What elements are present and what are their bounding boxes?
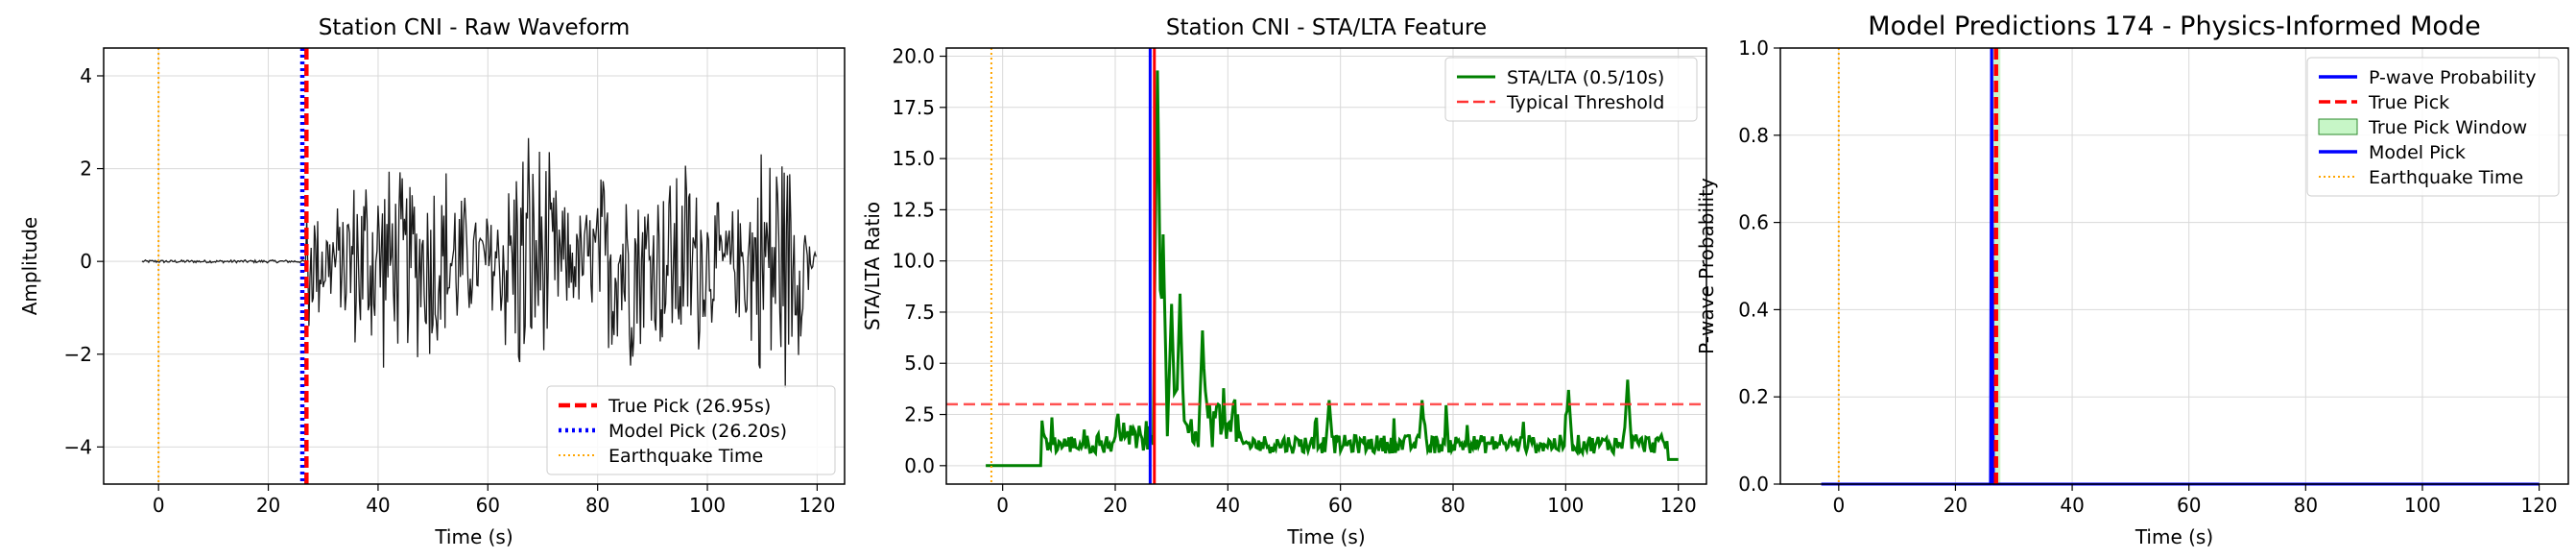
legend-label: True Pick: [2368, 92, 2449, 113]
legend-swatch: [2318, 118, 2358, 135]
y-tick-label: 12.5: [892, 198, 935, 221]
y-tick-label: 0: [80, 250, 92, 273]
x-tick-label: 100: [1547, 494, 1584, 517]
axes-frame: [1779, 47, 2569, 485]
legend-label: Model Pick: [2369, 142, 2466, 163]
axes-frame: [945, 47, 1707, 485]
legend-label: P-wave Probability: [2369, 67, 2537, 88]
y-tick-label: 10.0: [892, 250, 935, 273]
legend: True Pick (26.95s) Model Pick (26.20s) Ear…: [546, 385, 836, 475]
chart-title: Station CNI - STA/LTA Feature: [1166, 15, 1487, 40]
y-tick-label: 2.5: [904, 403, 935, 426]
x-tick-label: 20: [1944, 494, 1968, 517]
y-tick-label: 7.5: [904, 301, 935, 324]
legend: P-wave Probability True Pick True Pick Win…: [2306, 57, 2560, 197]
legend-label: Earthquake Time: [2369, 167, 2523, 188]
legend-label: STA/LTA (0.5/10s): [1507, 67, 1664, 88]
y-tick-label: 0.4: [1738, 298, 1769, 321]
x-tick-label: 100: [2404, 494, 2441, 517]
x-tick-label: 60: [1328, 494, 1352, 517]
legend-frame: [1444, 57, 1698, 122]
y-tick-label: 15.0: [892, 147, 935, 170]
legend-label: True Pick (26.95s): [608, 396, 771, 417]
x-tick-label: 80: [2294, 494, 2318, 517]
y-axis-label: P-wave Probability: [1695, 178, 1718, 354]
x-tick-label: 120: [2520, 494, 2557, 517]
x-axis-label: Time (s): [2135, 525, 2213, 548]
x-tick-label: 60: [2177, 494, 2201, 517]
chart-title: Station CNI - Raw Waveform: [319, 15, 631, 40]
x-axis-label: Time (s): [1286, 525, 1365, 548]
chart-title: Model Predictions 174 - Physics-Informed…: [1868, 12, 2480, 41]
x-tick-label: 40: [1216, 494, 1240, 517]
y-tick-label: 1.0: [1738, 36, 1769, 60]
y-tick-label: −2: [64, 343, 92, 366]
x-tick-label: 60: [476, 494, 500, 517]
x-tick-label: 40: [366, 494, 390, 517]
y-tick-label: 0.6: [1738, 211, 1769, 234]
legend-label: Model Pick (26.20s): [608, 421, 787, 442]
legend-frame: [546, 385, 836, 475]
y-axis-label: STA/LTA Ratio: [861, 202, 884, 330]
y-tick-label: 4: [80, 64, 92, 87]
legend: STA/LTA (0.5/10s) Typical Threshold: [1444, 57, 1698, 122]
y-tick-label: 0.2: [1738, 385, 1769, 408]
x-tick-label: 120: [799, 494, 835, 517]
y-tick-label: 2: [80, 158, 92, 181]
legend-label: True Pick Window: [2368, 117, 2527, 138]
y-tick-label: 0.0: [1738, 473, 1769, 496]
x-tick-label: 40: [2060, 494, 2084, 517]
chart-panel-1: 0 20 40 60 80 100 120 −4 −2 0 2 4 Station CNI - Raw …: [18, 15, 846, 548]
chart-panel-2: 0 20 40 60 80 100 120 0.0 2.5 5.0 7.5 10.0 12.5 15.0 1…: [861, 15, 1707, 548]
x-tick-label: 80: [585, 494, 609, 517]
y-tick-label: 17.5: [892, 96, 935, 119]
y-axis-label: Amplitude: [18, 217, 41, 316]
axes-frame: [103, 47, 846, 485]
y-tick-label: 0.8: [1738, 124, 1769, 147]
sta-lta-line: [986, 70, 1679, 468]
x-tick-label: 0: [153, 494, 165, 517]
y-tick-label: 5.0: [904, 352, 935, 375]
x-tick-label: 20: [256, 494, 280, 517]
y-tick-label: 0.0: [904, 454, 935, 477]
x-tick-label: 0: [1832, 494, 1845, 517]
x-tick-label: 100: [689, 494, 726, 517]
legend-label: Typical Threshold: [1506, 92, 1664, 113]
legend-frame: [2306, 57, 2560, 197]
waveform-line: [141, 137, 817, 389]
x-tick-label: 80: [1441, 494, 1465, 517]
chart-panel-3: 0 20 40 60 80 100 120 0.0 0.2 0.4 0.6 0.8 1.0 Model P…: [1695, 12, 2569, 548]
y-tick-label: 20.0: [892, 45, 935, 68]
x-tick-label: 120: [1660, 494, 1697, 517]
legend-label: Earthquake Time: [608, 446, 763, 467]
x-axis-label: Time (s): [434, 525, 513, 548]
y-tick-label: −4: [64, 435, 92, 458]
x-tick-label: 20: [1103, 494, 1127, 517]
x-tick-label: 0: [996, 494, 1009, 517]
